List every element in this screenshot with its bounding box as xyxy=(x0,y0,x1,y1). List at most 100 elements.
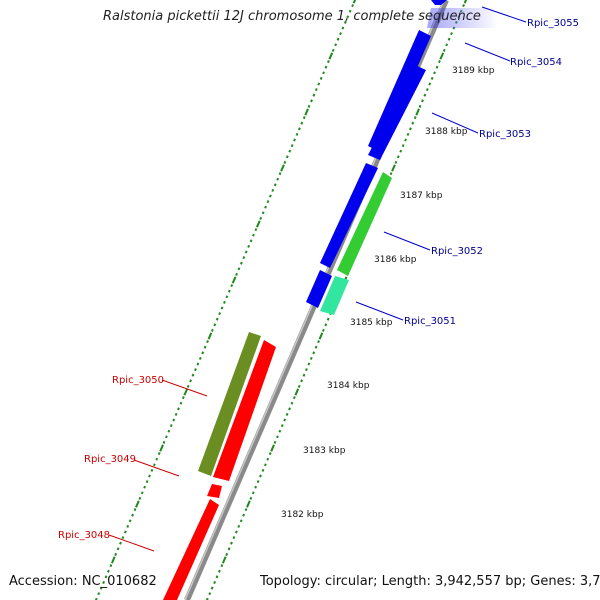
scale-tick xyxy=(280,424,284,428)
gene-label-rpic-3048[interactable]: Rpic_3048 xyxy=(58,530,110,541)
scale-tick xyxy=(297,384,301,388)
gene-label-rpic-3050[interactable]: Rpic_3050 xyxy=(112,375,164,386)
scale-label: 3183 kbp xyxy=(303,446,346,456)
scale-tick xyxy=(133,508,137,512)
scale-tick xyxy=(268,194,272,198)
scale-label: 3185 kbp xyxy=(350,318,393,328)
scale-tick xyxy=(302,373,306,377)
scale-tick xyxy=(406,132,410,136)
scale-tick xyxy=(401,144,405,148)
scale-tick xyxy=(205,597,209,600)
scale-label: 3182 kbp xyxy=(281,510,324,520)
scale-tick xyxy=(232,536,236,540)
scale-tick xyxy=(220,564,224,568)
scale-tick xyxy=(210,328,214,332)
scale-tick xyxy=(302,116,306,120)
scale-tick xyxy=(421,99,424,103)
scale-tick xyxy=(317,82,321,86)
scale-tick xyxy=(324,323,328,327)
scale-tick xyxy=(220,306,224,310)
scale-tick xyxy=(339,32,342,36)
scale-tick xyxy=(179,401,183,405)
gene-arrow-rpic-3055[interactable] xyxy=(431,0,447,5)
scale-tick xyxy=(217,569,221,573)
scale-label: 3184 kbp xyxy=(327,381,370,391)
scale-tick xyxy=(428,82,432,86)
scale-tick xyxy=(114,552,118,556)
gene-label-rpic-3053[interactable]: Rpic_3053 xyxy=(479,129,531,140)
scale-tick xyxy=(310,99,313,103)
scale-tick xyxy=(334,43,338,47)
gene-arrow-rpic-3053[interactable] xyxy=(368,65,426,160)
scale-tick xyxy=(208,592,212,596)
scale-tick xyxy=(433,71,436,75)
scale-tick xyxy=(300,121,304,125)
scale-tick xyxy=(439,52,445,60)
gene-label-rpic-3052[interactable]: Rpic_3052 xyxy=(431,246,483,257)
scale-tick xyxy=(307,362,311,366)
sequence-summary: Topology: circular; Length: 3,942,557 bp… xyxy=(260,574,600,589)
scale-tick xyxy=(135,500,140,508)
scale-tick xyxy=(259,216,263,220)
scale-tick xyxy=(319,76,323,80)
scale-tick xyxy=(181,396,185,400)
scale-tick xyxy=(450,32,453,36)
scale-tick xyxy=(307,104,311,108)
scale-tick xyxy=(102,580,106,584)
scale-tick xyxy=(305,368,308,372)
scale-tick xyxy=(94,597,98,600)
scale-tick xyxy=(423,93,427,97)
scale-tick xyxy=(143,485,147,489)
scale-tick xyxy=(273,183,277,187)
scale-tick xyxy=(280,164,285,172)
scale-tick xyxy=(312,93,316,97)
gene-arrow-rpic-3052[interactable] xyxy=(320,163,378,268)
scale-tick xyxy=(346,15,350,19)
scale-tick xyxy=(252,233,255,237)
feature-green-cds xyxy=(337,172,392,276)
scale-tick xyxy=(263,463,267,467)
scale-tick xyxy=(343,20,347,24)
gene-arrow-rpic-3054[interactable] xyxy=(368,30,431,152)
scale-tick xyxy=(227,289,231,293)
scale-tick xyxy=(172,418,176,422)
scale-tick xyxy=(196,362,200,366)
scale-tick xyxy=(116,547,120,551)
scale-tick xyxy=(324,65,328,69)
scale-tick xyxy=(150,468,154,472)
gene-label-rpic-3049[interactable]: Rpic_3049 xyxy=(84,454,136,465)
gene-label-rpic-3055[interactable]: Rpic_3055 xyxy=(527,18,579,29)
scale-tick xyxy=(174,412,178,416)
scale-tick xyxy=(239,261,243,265)
scale-tick xyxy=(106,569,110,573)
scale-tick xyxy=(242,513,246,517)
scale-tick xyxy=(462,4,466,8)
gene-arrow-rpic-3051[interactable] xyxy=(306,270,332,308)
scale-tick xyxy=(165,435,168,439)
gene-label-rpic-3051[interactable]: Rpic_3051 xyxy=(404,316,456,327)
scale-tick xyxy=(249,239,253,243)
scale-tick xyxy=(221,556,227,564)
scale-tick xyxy=(109,564,113,568)
gene-arrow-rpic-3048[interactable] xyxy=(163,499,219,600)
feature-olive-cds xyxy=(198,332,261,476)
scale-tick xyxy=(213,323,217,327)
scale-tick xyxy=(290,144,294,148)
scale-tick xyxy=(254,485,258,489)
gene-arrow-rpic-3049[interactable] xyxy=(207,484,222,498)
scale-tick xyxy=(266,457,270,461)
scale-tick xyxy=(321,328,325,332)
scale-tick xyxy=(435,65,439,69)
scale-tick xyxy=(235,272,238,276)
gene-label-rpic-3054[interactable]: Rpic_3054 xyxy=(510,57,562,68)
scale-tick xyxy=(230,284,234,288)
scale-tick xyxy=(264,205,267,209)
scale-tick xyxy=(225,552,229,556)
scale-tick xyxy=(227,547,231,551)
gene-arrow-rpic-3050[interactable] xyxy=(213,340,276,481)
scale-tick xyxy=(285,412,289,416)
map-title: Ralstonia pickettii 12J chromosome 1, co… xyxy=(103,9,481,24)
scale-tick xyxy=(331,48,335,52)
scale-tick xyxy=(231,276,237,284)
